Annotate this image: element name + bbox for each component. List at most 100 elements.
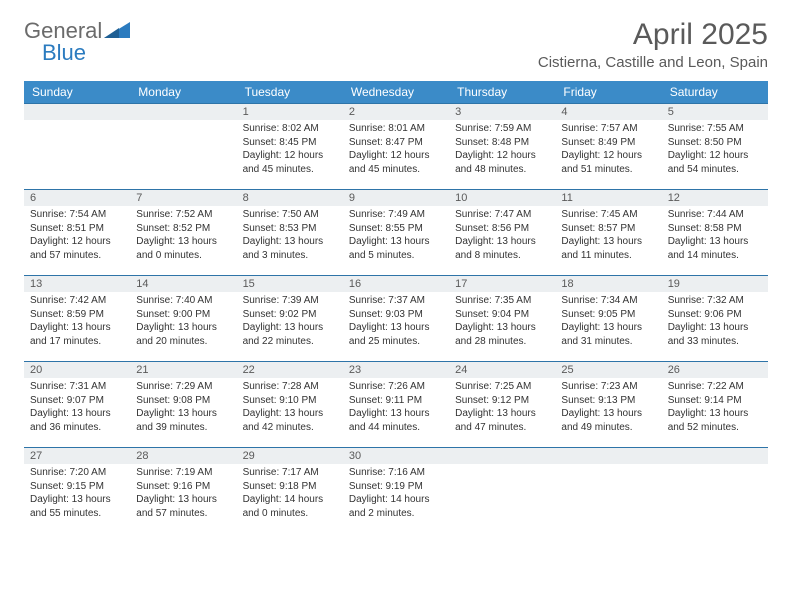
calendar-cell: 5Sunrise: 7:55 AMSunset: 8:50 PMDaylight… [662,104,768,190]
day-details: Sunrise: 7:44 AMSunset: 8:58 PMDaylight:… [662,206,768,266]
sunset-line: Sunset: 9:11 PM [349,394,443,408]
day-number: 4 [555,104,661,120]
daylight-line: Daylight: 14 hours and 2 minutes. [349,493,443,520]
daylight-line: Daylight: 13 hours and 14 minutes. [668,235,762,262]
daylight-line: Daylight: 13 hours and 33 minutes. [668,321,762,348]
daylight-line: Daylight: 13 hours and 47 minutes. [455,407,549,434]
brand-triangle-icon [104,20,130,43]
day-details: Sunrise: 7:59 AMSunset: 8:48 PMDaylight:… [449,120,555,180]
day-number-empty [130,104,236,120]
daylight-line: Daylight: 12 hours and 48 minutes. [455,149,549,176]
daylight-line: Daylight: 12 hours and 45 minutes. [349,149,443,176]
header-sunday: Sunday [24,81,130,104]
calendar-cell [555,448,661,534]
calendar-row: 13Sunrise: 7:42 AMSunset: 8:59 PMDayligh… [24,276,768,362]
day-details: Sunrise: 7:47 AMSunset: 8:56 PMDaylight:… [449,206,555,266]
calendar-cell: 9Sunrise: 7:49 AMSunset: 8:55 PMDaylight… [343,190,449,276]
daylight-line: Daylight: 13 hours and 52 minutes. [668,407,762,434]
sunrise-line: Sunrise: 7:54 AM [30,208,124,222]
day-number: 3 [449,104,555,120]
month-title: April 2025 [538,18,768,52]
day-details: Sunrise: 7:26 AMSunset: 9:11 PMDaylight:… [343,378,449,438]
day-details: Sunrise: 7:32 AMSunset: 9:06 PMDaylight:… [662,292,768,352]
header-friday: Friday [555,81,661,104]
day-details: Sunrise: 7:17 AMSunset: 9:18 PMDaylight:… [237,464,343,524]
sunrise-line: Sunrise: 7:26 AM [349,380,443,394]
sunset-line: Sunset: 9:15 PM [30,480,124,494]
calendar-table: Sunday Monday Tuesday Wednesday Thursday… [24,81,768,534]
sunrise-line: Sunrise: 7:28 AM [243,380,337,394]
daylight-line: Daylight: 13 hours and 49 minutes. [561,407,655,434]
calendar-cell [662,448,768,534]
day-number-empty [449,448,555,464]
sunrise-line: Sunrise: 7:42 AM [30,294,124,308]
daylight-line: Daylight: 12 hours and 51 minutes. [561,149,655,176]
calendar-cell: 30Sunrise: 7:16 AMSunset: 9:19 PMDayligh… [343,448,449,534]
header-saturday: Saturday [662,81,768,104]
daylight-line: Daylight: 13 hours and 55 minutes. [30,493,124,520]
sunset-line: Sunset: 8:55 PM [349,222,443,236]
day-number-empty [555,448,661,464]
sunset-line: Sunset: 9:04 PM [455,308,549,322]
sunrise-line: Sunrise: 7:59 AM [455,122,549,136]
calendar-cell: 11Sunrise: 7:45 AMSunset: 8:57 PMDayligh… [555,190,661,276]
header: General April 2025 Cistierna, Castille a… [24,18,768,71]
day-number: 20 [24,362,130,378]
calendar-cell: 24Sunrise: 7:25 AMSunset: 9:12 PMDayligh… [449,362,555,448]
daylight-line: Daylight: 13 hours and 36 minutes. [30,407,124,434]
day-details: Sunrise: 7:42 AMSunset: 8:59 PMDaylight:… [24,292,130,352]
day-number: 18 [555,276,661,292]
calendar-cell: 18Sunrise: 7:34 AMSunset: 9:05 PMDayligh… [555,276,661,362]
daylight-line: Daylight: 13 hours and 28 minutes. [455,321,549,348]
sunset-line: Sunset: 8:48 PM [455,136,549,150]
day-number: 13 [24,276,130,292]
calendar-row: 20Sunrise: 7:31 AMSunset: 9:07 PMDayligh… [24,362,768,448]
sunset-line: Sunset: 9:10 PM [243,394,337,408]
sunrise-line: Sunrise: 7:45 AM [561,208,655,222]
calendar-cell: 28Sunrise: 7:19 AMSunset: 9:16 PMDayligh… [130,448,236,534]
calendar-cell: 27Sunrise: 7:20 AMSunset: 9:15 PMDayligh… [24,448,130,534]
daylight-line: Daylight: 13 hours and 57 minutes. [136,493,230,520]
daylight-line: Daylight: 13 hours and 5 minutes. [349,235,443,262]
day-number: 25 [555,362,661,378]
calendar-cell: 25Sunrise: 7:23 AMSunset: 9:13 PMDayligh… [555,362,661,448]
calendar-row: 27Sunrise: 7:20 AMSunset: 9:15 PMDayligh… [24,448,768,534]
sunset-line: Sunset: 8:51 PM [30,222,124,236]
sunrise-line: Sunrise: 8:01 AM [349,122,443,136]
sunset-line: Sunset: 8:56 PM [455,222,549,236]
day-number: 7 [130,190,236,206]
sunset-line: Sunset: 8:57 PM [561,222,655,236]
day-details: Sunrise: 7:20 AMSunset: 9:15 PMDaylight:… [24,464,130,524]
sunrise-line: Sunrise: 8:02 AM [243,122,337,136]
sunrise-line: Sunrise: 7:49 AM [349,208,443,222]
day-number: 12 [662,190,768,206]
calendar-body: 1Sunrise: 8:02 AMSunset: 8:45 PMDaylight… [24,104,768,534]
daylight-line: Daylight: 13 hours and 3 minutes. [243,235,337,262]
day-number: 24 [449,362,555,378]
sunset-line: Sunset: 9:06 PM [668,308,762,322]
day-details: Sunrise: 7:57 AMSunset: 8:49 PMDaylight:… [555,120,661,180]
calendar-cell [24,104,130,190]
calendar-cell: 17Sunrise: 7:35 AMSunset: 9:04 PMDayligh… [449,276,555,362]
day-details: Sunrise: 7:52 AMSunset: 8:52 PMDaylight:… [130,206,236,266]
day-number-empty [662,448,768,464]
day-details: Sunrise: 7:22 AMSunset: 9:14 PMDaylight:… [662,378,768,438]
day-details: Sunrise: 7:39 AMSunset: 9:02 PMDaylight:… [237,292,343,352]
day-details: Sunrise: 7:31 AMSunset: 9:07 PMDaylight:… [24,378,130,438]
sunrise-line: Sunrise: 7:19 AM [136,466,230,480]
day-details: Sunrise: 7:50 AMSunset: 8:53 PMDaylight:… [237,206,343,266]
sunset-line: Sunset: 8:58 PM [668,222,762,236]
day-number: 16 [343,276,449,292]
daylight-line: Daylight: 14 hours and 0 minutes. [243,493,337,520]
daylight-line: Daylight: 13 hours and 11 minutes. [561,235,655,262]
title-block: April 2025 Cistierna, Castille and Leon,… [538,18,768,71]
sunrise-line: Sunrise: 7:35 AM [455,294,549,308]
day-details: Sunrise: 7:34 AMSunset: 9:05 PMDaylight:… [555,292,661,352]
daylight-line: Daylight: 12 hours and 57 minutes. [30,235,124,262]
calendar-cell: 7Sunrise: 7:52 AMSunset: 8:52 PMDaylight… [130,190,236,276]
daylight-line: Daylight: 13 hours and 22 minutes. [243,321,337,348]
sunrise-line: Sunrise: 7:44 AM [668,208,762,222]
day-number-empty [24,104,130,120]
sunrise-line: Sunrise: 7:16 AM [349,466,443,480]
day-details: Sunrise: 7:23 AMSunset: 9:13 PMDaylight:… [555,378,661,438]
